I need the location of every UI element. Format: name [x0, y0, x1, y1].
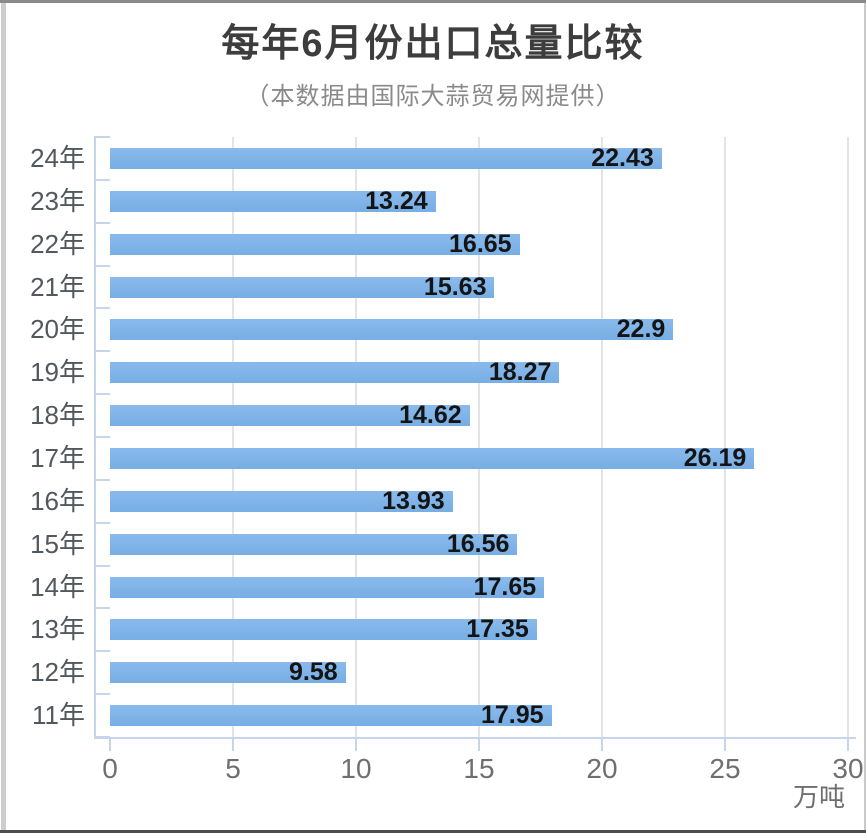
screenshot-top-border: [0, 0, 866, 3]
bar: 18.27: [110, 358, 560, 387]
bar-value-label: 13.93: [382, 486, 445, 515]
screenshot-left-border: [1, 3, 6, 830]
bar: 13.93: [110, 486, 453, 515]
category-label: 13年: [30, 614, 85, 645]
category-label: 20年: [30, 314, 85, 345]
bar: 16.65: [110, 229, 520, 258]
bar-value-label: 17.95: [481, 701, 544, 730]
bar-value-label: 14.62: [399, 401, 462, 430]
chart-title: 每年6月份出口总量比较: [221, 23, 645, 65]
bar-value-label: 17.65: [473, 572, 537, 601]
x-axis-tick: [478, 737, 480, 751]
category-label: 11年: [32, 700, 85, 731]
x-axis-tick: [109, 737, 111, 751]
x-axis-tick: [724, 737, 726, 751]
category-label: 24年: [30, 143, 85, 173]
y-axis-tick: [94, 693, 110, 696]
x-axis-tick: [847, 737, 849, 751]
y-axis-tick: [94, 264, 110, 267]
bar-value-label: 17.35: [466, 615, 529, 644]
category-label: 23年: [30, 185, 85, 216]
category-label: 22年: [30, 228, 85, 259]
screenshot-right-border: [864, 3, 866, 830]
bar: 13.24: [110, 186, 436, 215]
bar: 9.58: [110, 658, 346, 687]
y-axis-tick: [94, 178, 110, 181]
x-tick-label: 0: [102, 753, 118, 784]
bar: 17.95: [110, 701, 552, 730]
category-label: 21年: [30, 271, 85, 302]
gridline: [601, 137, 603, 737]
y-axis-tick: [94, 221, 110, 224]
y-axis-tick: [94, 564, 110, 567]
bar: 22.43: [110, 143, 662, 172]
gridline: [724, 137, 726, 737]
x-tick-label: 5: [225, 753, 241, 784]
gridline: [355, 137, 357, 737]
bar-value-label: 13.24: [365, 186, 428, 215]
bar: 17.35: [110, 615, 537, 644]
x-axis-tick: [232, 737, 234, 751]
category-label: 16年: [30, 485, 85, 516]
bar: 26.19: [110, 443, 755, 472]
bar: 15.63: [110, 272, 495, 301]
chart-subtitle: （本数据由国际大蒜贸易网提供）: [245, 83, 621, 110]
screenshot-bottom-border: [0, 830, 866, 833]
bar: 17.65: [110, 572, 545, 601]
bar-value-label: 18.27: [488, 358, 552, 387]
x-axis-tick: [601, 737, 603, 751]
category-label: 19年: [30, 357, 85, 388]
y-axis-tick: [94, 307, 110, 310]
bar-value-label: 26.19: [683, 443, 747, 472]
x-tick-label: 20: [586, 753, 618, 784]
bar-value-label: 9.58: [288, 658, 338, 687]
x-axis-unit-label: 万吨: [793, 782, 846, 812]
y-axis-tick: [94, 136, 110, 138]
bar: 16.56: [110, 529, 518, 558]
bar: 14.62: [110, 401, 470, 430]
bar-value-label: 22.43: [591, 143, 654, 172]
bar: 22.9: [110, 315, 674, 344]
y-axis-tick: [94, 436, 110, 438]
x-tick-label: 25: [709, 753, 741, 784]
bar-value-label: 15.63: [423, 272, 487, 301]
bar-value-label: 16.56: [446, 529, 510, 558]
x-axis-line: [94, 737, 856, 739]
x-axis-tick: [355, 737, 357, 751]
y-axis-tick: [94, 393, 110, 396]
y-axis-tick: [94, 650, 110, 653]
category-label: 18年: [30, 400, 85, 431]
y-axis-tick: [94, 350, 110, 353]
x-tick-label: 30: [832, 753, 864, 784]
category-label: 12年: [30, 657, 85, 688]
gridline: [478, 137, 480, 737]
category-label: 17年: [30, 443, 85, 473]
y-axis-tick: [94, 478, 110, 481]
y-axis-tick: [94, 607, 110, 610]
x-tick-label: 10: [340, 753, 372, 784]
y-axis-tick: [94, 521, 110, 524]
x-tick-label: 15: [463, 753, 495, 784]
category-label: 14年: [30, 571, 85, 602]
bar-value-label: 22.9: [616, 315, 666, 344]
bar-value-label: 16.65: [449, 229, 512, 258]
gridline: [232, 137, 234, 737]
category-label: 15年: [30, 528, 85, 559]
gridline: [847, 137, 849, 737]
